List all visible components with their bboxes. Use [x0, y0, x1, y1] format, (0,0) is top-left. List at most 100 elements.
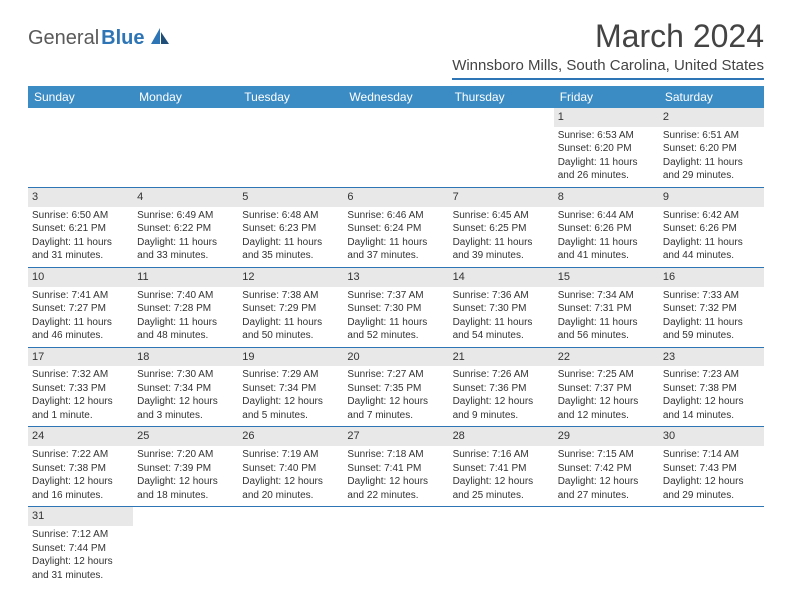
- day-content: Sunrise: 7:38 AMSunset: 7:29 PMDaylight:…: [238, 287, 343, 347]
- sunrise-text: Sunrise: 6:42 AM: [663, 209, 760, 223]
- day-number: 7: [449, 188, 554, 207]
- day-cell: 24Sunrise: 7:22 AMSunset: 7:38 PMDayligh…: [28, 427, 133, 506]
- day-number: 26: [238, 427, 343, 446]
- daylight-text: Daylight: 11 hours and 59 minutes.: [663, 316, 760, 343]
- logo-text-blue: Blue: [101, 27, 144, 50]
- weekday-header-row: SundayMondayTuesdayWednesdayThursdayFrid…: [28, 86, 764, 108]
- sunrise-text: Sunrise: 6:49 AM: [137, 209, 234, 223]
- sunrise-text: Sunrise: 7:12 AM: [32, 528, 129, 542]
- day-cell: 31Sunrise: 7:12 AMSunset: 7:44 PMDayligh…: [28, 507, 133, 586]
- empty-day-cell: [28, 108, 133, 187]
- sunrise-text: Sunrise: 7:29 AM: [242, 368, 339, 382]
- day-cell: 29Sunrise: 7:15 AMSunset: 7:42 PMDayligh…: [554, 427, 659, 506]
- day-number: 21: [449, 348, 554, 367]
- day-content: Sunrise: 7:29 AMSunset: 7:34 PMDaylight:…: [238, 366, 343, 426]
- empty-day-cell: [449, 507, 554, 586]
- sunrise-text: Sunrise: 7:22 AM: [32, 448, 129, 462]
- empty-day-cell: [343, 108, 448, 187]
- empty-day-cell: [554, 507, 659, 586]
- day-content: Sunrise: 7:15 AMSunset: 7:42 PMDaylight:…: [554, 446, 659, 506]
- sunset-text: Sunset: 7:34 PM: [242, 382, 339, 396]
- daylight-text: Daylight: 11 hours and 33 minutes.: [137, 236, 234, 263]
- day-number: 12: [238, 268, 343, 287]
- sunset-text: Sunset: 7:38 PM: [663, 382, 760, 396]
- sunset-text: Sunset: 7:32 PM: [663, 302, 760, 316]
- day-content: Sunrise: 7:27 AMSunset: 7:35 PMDaylight:…: [343, 366, 448, 426]
- sunset-text: Sunset: 7:29 PM: [242, 302, 339, 316]
- day-number: 31: [28, 507, 133, 526]
- sunset-text: Sunset: 7:33 PM: [32, 382, 129, 396]
- location-text: Winnsboro Mills, South Carolina, United …: [452, 57, 764, 80]
- sunrise-text: Sunrise: 7:37 AM: [347, 289, 444, 303]
- day-cell: 23Sunrise: 7:23 AMSunset: 7:38 PMDayligh…: [659, 348, 764, 427]
- sunset-text: Sunset: 6:26 PM: [663, 222, 760, 236]
- week-row: 17Sunrise: 7:32 AMSunset: 7:33 PMDayligh…: [28, 348, 764, 428]
- sunrise-text: Sunrise: 7:27 AM: [347, 368, 444, 382]
- sunrise-text: Sunrise: 6:46 AM: [347, 209, 444, 223]
- weekday-header: Sunday: [28, 86, 133, 108]
- day-content: Sunrise: 7:34 AMSunset: 7:31 PMDaylight:…: [554, 287, 659, 347]
- day-content: Sunrise: 7:20 AMSunset: 7:39 PMDaylight:…: [133, 446, 238, 506]
- day-cell: 4Sunrise: 6:49 AMSunset: 6:22 PMDaylight…: [133, 188, 238, 267]
- sunset-text: Sunset: 6:20 PM: [558, 142, 655, 156]
- logo: General Blue: [28, 26, 171, 51]
- sunrise-text: Sunrise: 7:26 AM: [453, 368, 550, 382]
- day-cell: 27Sunrise: 7:18 AMSunset: 7:41 PMDayligh…: [343, 427, 448, 506]
- day-content: Sunrise: 6:53 AMSunset: 6:20 PMDaylight:…: [554, 127, 659, 187]
- sunrise-text: Sunrise: 7:41 AM: [32, 289, 129, 303]
- day-cell: 8Sunrise: 6:44 AMSunset: 6:26 PMDaylight…: [554, 188, 659, 267]
- empty-day-cell: [659, 507, 764, 586]
- sunset-text: Sunset: 7:31 PM: [558, 302, 655, 316]
- day-content: Sunrise: 6:51 AMSunset: 6:20 PMDaylight:…: [659, 127, 764, 187]
- daylight-text: Daylight: 11 hours and 54 minutes.: [453, 316, 550, 343]
- sunset-text: Sunset: 6:26 PM: [558, 222, 655, 236]
- day-cell: 15Sunrise: 7:34 AMSunset: 7:31 PMDayligh…: [554, 268, 659, 347]
- sunrise-text: Sunrise: 7:14 AM: [663, 448, 760, 462]
- sunset-text: Sunset: 6:24 PM: [347, 222, 444, 236]
- day-cell: 21Sunrise: 7:26 AMSunset: 7:36 PMDayligh…: [449, 348, 554, 427]
- header: General Blue March 2024 Winnsboro Mills,…: [28, 18, 764, 80]
- day-number: 14: [449, 268, 554, 287]
- day-number: 23: [659, 348, 764, 367]
- day-number: 27: [343, 427, 448, 446]
- day-number: 19: [238, 348, 343, 367]
- day-number: 11: [133, 268, 238, 287]
- sunrise-text: Sunrise: 7:19 AM: [242, 448, 339, 462]
- month-title: March 2024: [452, 18, 764, 55]
- sunrise-text: Sunrise: 7:34 AM: [558, 289, 655, 303]
- weekday-header: Friday: [554, 86, 659, 108]
- daylight-text: Daylight: 12 hours and 22 minutes.: [347, 475, 444, 502]
- daylight-text: Daylight: 11 hours and 39 minutes.: [453, 236, 550, 263]
- weekday-header: Saturday: [659, 86, 764, 108]
- day-number: 22: [554, 348, 659, 367]
- daylight-text: Daylight: 12 hours and 18 minutes.: [137, 475, 234, 502]
- day-cell: 22Sunrise: 7:25 AMSunset: 7:37 PMDayligh…: [554, 348, 659, 427]
- empty-day-cell: [238, 507, 343, 586]
- sunrise-text: Sunrise: 7:18 AM: [347, 448, 444, 462]
- day-number: 28: [449, 427, 554, 446]
- sunset-text: Sunset: 7:28 PM: [137, 302, 234, 316]
- day-content: Sunrise: 6:49 AMSunset: 6:22 PMDaylight:…: [133, 207, 238, 267]
- day-number: 24: [28, 427, 133, 446]
- daylight-text: Daylight: 11 hours and 48 minutes.: [137, 316, 234, 343]
- daylight-text: Daylight: 12 hours and 5 minutes.: [242, 395, 339, 422]
- day-number: 6: [343, 188, 448, 207]
- sunset-text: Sunset: 7:36 PM: [453, 382, 550, 396]
- day-content: Sunrise: 6:45 AMSunset: 6:25 PMDaylight:…: [449, 207, 554, 267]
- daylight-text: Daylight: 11 hours and 26 minutes.: [558, 156, 655, 183]
- day-cell: 30Sunrise: 7:14 AMSunset: 7:43 PMDayligh…: [659, 427, 764, 506]
- daylight-text: Daylight: 12 hours and 27 minutes.: [558, 475, 655, 502]
- weekday-header: Tuesday: [238, 86, 343, 108]
- sunrise-text: Sunrise: 6:45 AM: [453, 209, 550, 223]
- weekday-header: Thursday: [449, 86, 554, 108]
- sunset-text: Sunset: 7:41 PM: [453, 462, 550, 476]
- sunrise-text: Sunrise: 7:33 AM: [663, 289, 760, 303]
- daylight-text: Daylight: 11 hours and 35 minutes.: [242, 236, 339, 263]
- day-cell: 18Sunrise: 7:30 AMSunset: 7:34 PMDayligh…: [133, 348, 238, 427]
- sunset-text: Sunset: 6:23 PM: [242, 222, 339, 236]
- sunrise-text: Sunrise: 6:53 AM: [558, 129, 655, 143]
- sunrise-text: Sunrise: 7:38 AM: [242, 289, 339, 303]
- daylight-text: Daylight: 11 hours and 41 minutes.: [558, 236, 655, 263]
- daylight-text: Daylight: 11 hours and 46 minutes.: [32, 316, 129, 343]
- daylight-text: Daylight: 12 hours and 3 minutes.: [137, 395, 234, 422]
